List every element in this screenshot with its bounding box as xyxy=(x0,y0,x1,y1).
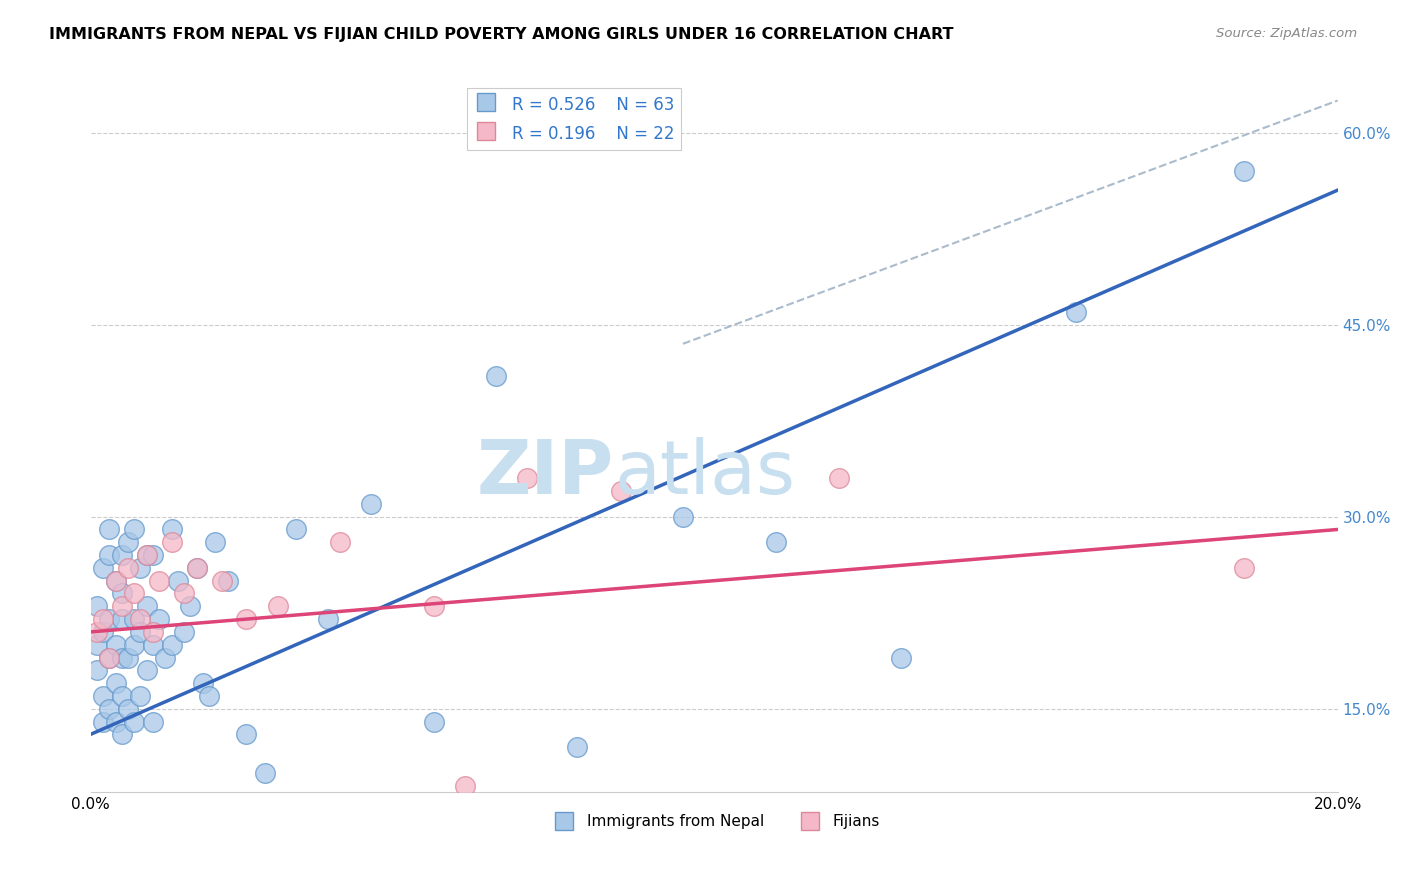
Point xyxy=(167,574,190,588)
Point xyxy=(91,561,114,575)
Point xyxy=(565,740,588,755)
Point xyxy=(135,663,157,677)
Point xyxy=(104,574,127,588)
Point xyxy=(235,727,257,741)
Point xyxy=(122,638,145,652)
Point xyxy=(129,561,152,575)
Text: atlas: atlas xyxy=(614,437,796,510)
Point xyxy=(211,574,233,588)
Point xyxy=(111,586,134,600)
Point xyxy=(111,689,134,703)
Point xyxy=(86,624,108,639)
Point xyxy=(98,650,121,665)
Point xyxy=(142,548,165,562)
Point xyxy=(160,535,183,549)
Point xyxy=(111,612,134,626)
Point xyxy=(86,638,108,652)
Point xyxy=(609,484,631,499)
Point xyxy=(142,714,165,729)
Point xyxy=(217,574,239,588)
Point xyxy=(173,624,195,639)
Point xyxy=(454,779,477,793)
Text: IMMIGRANTS FROM NEPAL VS FIJIAN CHILD POVERTY AMONG GIRLS UNDER 16 CORRELATION C: IMMIGRANTS FROM NEPAL VS FIJIAN CHILD PO… xyxy=(49,27,953,42)
Point xyxy=(160,638,183,652)
Text: ZIP: ZIP xyxy=(477,437,614,510)
Point xyxy=(91,714,114,729)
Point xyxy=(672,509,695,524)
Point xyxy=(142,638,165,652)
Point xyxy=(86,663,108,677)
Point xyxy=(266,599,288,614)
Point xyxy=(91,612,114,626)
Point xyxy=(86,599,108,614)
Point xyxy=(104,574,127,588)
Point xyxy=(129,612,152,626)
Point xyxy=(160,523,183,537)
Point xyxy=(98,612,121,626)
Point xyxy=(135,548,157,562)
Point xyxy=(173,586,195,600)
Point xyxy=(135,548,157,562)
Point xyxy=(186,561,208,575)
Point xyxy=(111,727,134,741)
Point xyxy=(111,548,134,562)
Point xyxy=(91,624,114,639)
Point xyxy=(98,548,121,562)
Point xyxy=(422,599,444,614)
Point xyxy=(285,523,308,537)
Point xyxy=(516,471,538,485)
Point xyxy=(117,702,139,716)
Point xyxy=(104,714,127,729)
Point xyxy=(91,689,114,703)
Point xyxy=(98,523,121,537)
Point xyxy=(122,523,145,537)
Point xyxy=(111,650,134,665)
Point xyxy=(765,535,787,549)
Point xyxy=(186,561,208,575)
Point xyxy=(142,624,165,639)
Point xyxy=(485,368,508,383)
Point xyxy=(148,574,170,588)
Point xyxy=(198,689,221,703)
Point xyxy=(117,535,139,549)
Point xyxy=(254,765,277,780)
Point xyxy=(316,612,339,626)
Point xyxy=(98,702,121,716)
Point xyxy=(135,599,157,614)
Point xyxy=(191,676,214,690)
Point xyxy=(422,714,444,729)
Point xyxy=(104,676,127,690)
Point xyxy=(129,689,152,703)
Point xyxy=(129,624,152,639)
Point xyxy=(1064,305,1087,319)
Point xyxy=(148,612,170,626)
Point xyxy=(104,638,127,652)
Point xyxy=(828,471,851,485)
Point xyxy=(111,599,134,614)
Legend: Immigrants from Nepal, Fijians: Immigrants from Nepal, Fijians xyxy=(543,808,886,835)
Point xyxy=(122,714,145,729)
Point xyxy=(329,535,352,549)
Point xyxy=(179,599,201,614)
Text: Source: ZipAtlas.com: Source: ZipAtlas.com xyxy=(1216,27,1357,40)
Point xyxy=(122,612,145,626)
Point xyxy=(235,612,257,626)
Point xyxy=(1233,164,1256,178)
Point xyxy=(204,535,226,549)
Point xyxy=(98,650,121,665)
Point xyxy=(1233,561,1256,575)
Point xyxy=(117,650,139,665)
Point xyxy=(890,650,912,665)
Point xyxy=(155,650,177,665)
Point xyxy=(117,561,139,575)
Point xyxy=(122,586,145,600)
Point xyxy=(360,497,382,511)
